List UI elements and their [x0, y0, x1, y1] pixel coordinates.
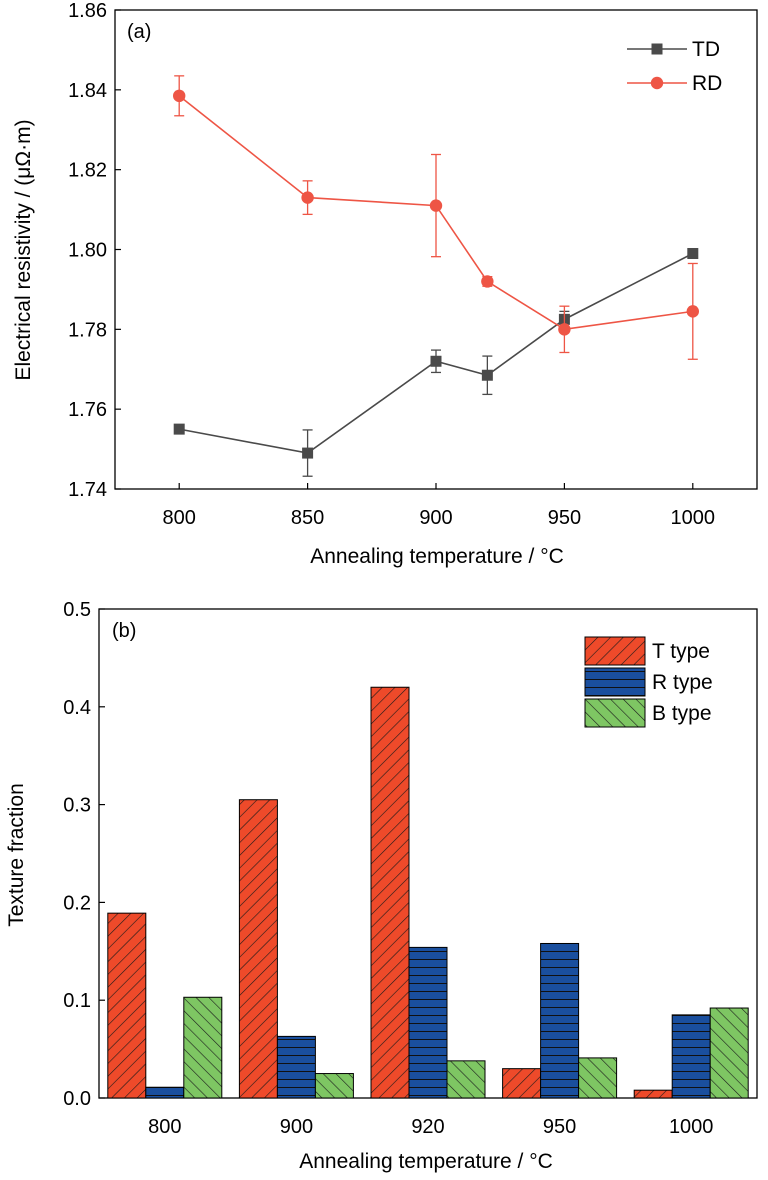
- y-tick-label: 0.0: [63, 1088, 91, 1110]
- panel-a-resistivity-chart: (a) 1.74 1.76 1.78 1.80 1.82 1.84 1.86 800 850 90…: [12, 0, 758, 568]
- bar-t-type: [238, 799, 278, 1099]
- series-line-RD: [178, 95, 693, 331]
- legend-swatch-b-type: [584, 698, 646, 728]
- y-tick-label: 0.5: [63, 599, 91, 621]
- bar-b-type: [446, 1060, 486, 1099]
- x-tick-label: 1000: [671, 507, 716, 529]
- x-tick-label: 920: [411, 1116, 444, 1138]
- point-RD: [429, 199, 443, 212]
- point-RD: [558, 323, 571, 336]
- bar-r-type: [408, 946, 448, 1099]
- legend-label-b-type: B type: [652, 702, 712, 725]
- bar-b-type: [709, 1007, 749, 1099]
- bar-t-type: [370, 686, 410, 1099]
- panel-b-texture-chart: (b) 0.0 0.1 0.2 0.3 0.4 0.5 800 900 920 950 1000 T…: [5, 599, 758, 1173]
- panel-a-marks: [173, 75, 699, 477]
- bar-t-type: [107, 912, 147, 1099]
- y-tick-label: 1.78: [68, 319, 107, 341]
- y-tick-label: 1.86: [68, 0, 107, 22]
- point-RD: [686, 305, 699, 318]
- legend-marker-TD: [651, 43, 663, 55]
- bar-b-type: [183, 996, 223, 1099]
- y-tick-label: 1.76: [68, 399, 107, 421]
- panel-b-xlabel: Annealing temperature / °C: [299, 1150, 553, 1173]
- legend-label-TD: TD: [692, 38, 720, 61]
- legend-swatch-r-type: [584, 667, 646, 697]
- x-tick-label: 1000: [669, 1116, 714, 1138]
- point-TD: [481, 369, 493, 381]
- panel-a-ylabel: Electrical resistivity / (μΩ·m): [12, 119, 35, 380]
- point-RD: [301, 191, 314, 204]
- bar-r-type: [671, 1014, 711, 1099]
- x-tick-label: 900: [419, 507, 452, 529]
- legend-label-r-type: R type: [652, 671, 713, 694]
- bar-b-type: [578, 1057, 618, 1099]
- panel-b-ylabel: Texture fraction: [5, 783, 28, 927]
- panel-a-xlabel: Annealing temperature / °C: [310, 545, 564, 568]
- point-TD: [173, 423, 185, 435]
- point-TD: [430, 355, 442, 367]
- bar-r-type: [276, 1035, 316, 1099]
- point-TD: [687, 247, 699, 259]
- x-tick-label: 950: [543, 1116, 576, 1138]
- bar-r-type: [540, 942, 580, 1099]
- y-tick-label: 0.4: [63, 697, 91, 719]
- legend-swatch-t-type: [584, 636, 646, 666]
- bar-t-type: [502, 1068, 542, 1099]
- y-tick-label: 1.82: [68, 160, 107, 182]
- panel-a-axes: 1.74 1.76 1.78 1.80 1.82 1.84 1.86 800 850 900 950…: [68, 0, 758, 529]
- y-tick-label: 0.2: [63, 892, 91, 914]
- panel-b-legend: T type R type B type: [584, 636, 713, 728]
- y-tick-label: 1.84: [68, 80, 107, 102]
- legend-label-t-type: T type: [652, 640, 710, 663]
- point-RD: [173, 89, 186, 103]
- x-tick-label: 900: [280, 1116, 313, 1138]
- y-tick-label: 0.1: [63, 990, 91, 1012]
- y-tick-label: 1.74: [68, 479, 107, 501]
- x-tick-label: 800: [148, 1116, 181, 1138]
- series-line-TD: [179, 252, 694, 454]
- panel-b-marks: [107, 686, 749, 1099]
- point-RD: [481, 275, 494, 288]
- point-TD: [302, 447, 314, 459]
- x-tick-label: 800: [163, 507, 196, 529]
- panel-a-label: (a): [127, 21, 151, 43]
- panel-b-axes: 0.0 0.1 0.2 0.3 0.4 0.5 800 900 920 950 1000: [63, 599, 758, 1138]
- legend-label-RD: RD: [692, 72, 722, 95]
- panel-b-label: (b): [112, 620, 136, 642]
- y-tick-label: 0.3: [63, 795, 91, 817]
- bar-r-type: [145, 1086, 185, 1099]
- bar-t-type: [633, 1089, 673, 1099]
- x-tick-label: 850: [291, 507, 324, 529]
- legend-marker-RD: [650, 76, 664, 90]
- panel-a-legend: TD RD: [627, 38, 722, 95]
- x-tick-label: 950: [548, 507, 581, 529]
- bar-b-type: [314, 1073, 354, 1099]
- y-tick-label: 1.80: [68, 240, 107, 262]
